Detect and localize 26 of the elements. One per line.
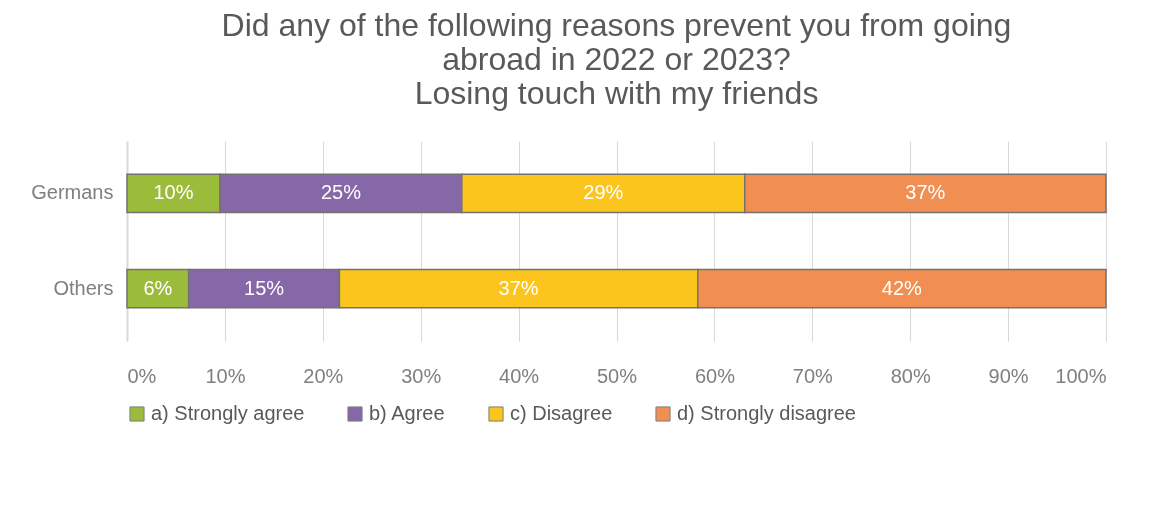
data-label: 6%	[143, 276, 173, 299]
x-tick-label: 90%	[988, 364, 1029, 387]
legend-label: c) Disagree	[510, 402, 613, 424]
y-tick-label: Germans	[31, 181, 114, 204]
x-tick-label: 100%	[1055, 364, 1107, 387]
data-label: 25%	[320, 181, 362, 204]
x-tick-label: 70%	[792, 364, 834, 387]
data-label: 37%	[905, 181, 946, 204]
x-tick-label: 20%	[303, 364, 344, 387]
x-tick-label: 30%	[401, 364, 442, 387]
x-tick-label: 80%	[890, 364, 931, 387]
chart-title: Did any of the following reasons prevent you from going abroad in 2022 or 2023? Losing touch with my friends	[221, 7, 1012, 111]
data-label: 37%	[498, 276, 539, 299]
legend-label: b) Agree	[369, 402, 445, 424]
x-tick-label: 40%	[499, 364, 540, 387]
x-tick-label: 50%	[596, 364, 638, 387]
x-tick-label: 10%	[205, 364, 246, 387]
legend-label: d) Strongly disagree	[677, 402, 856, 424]
x-tick-label: 0%	[127, 364, 157, 387]
data-label: 15%	[244, 276, 285, 299]
data-label: 10%	[153, 181, 194, 204]
y-tick-label: Others	[53, 276, 114, 299]
legend-label: a) Strongly agree	[151, 402, 305, 424]
data-label: 42%	[881, 276, 923, 299]
data-label: 29%	[583, 181, 624, 204]
x-tick-label: 60%	[694, 364, 736, 387]
